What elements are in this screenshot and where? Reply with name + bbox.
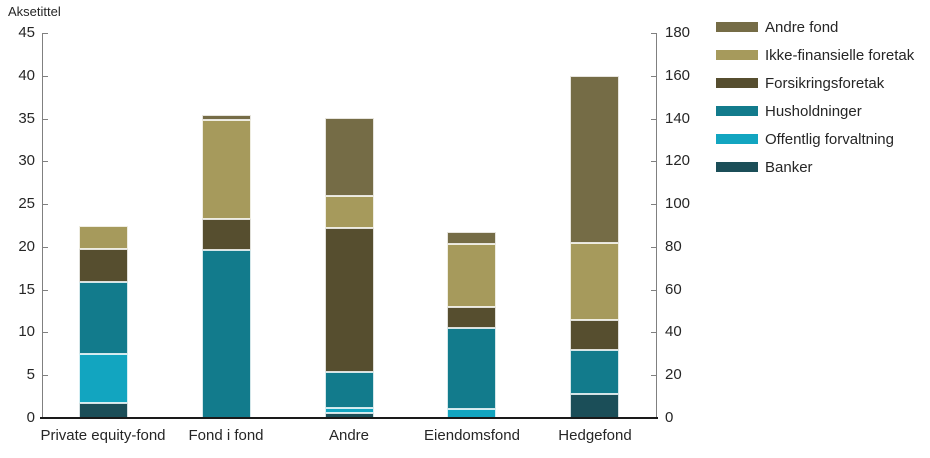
bar-segment (570, 75, 619, 244)
category-label: Fond i fond (188, 427, 264, 444)
legend-item: Ikke-finansielle foretak (716, 41, 914, 69)
left-axis-tick-label: 40 (18, 67, 35, 84)
legend-item: Offentlig forvaltning (716, 125, 914, 153)
legend-label: Forsikringsforetak (765, 74, 885, 92)
bar-segment (79, 225, 128, 249)
legend-swatch-icon (716, 134, 758, 144)
right-axis-tick (651, 290, 656, 291)
right-axis-tick-label: 120 (665, 152, 691, 169)
bar-5 (570, 33, 619, 418)
left-axis-tick (43, 76, 48, 77)
left-axis-tick (43, 119, 48, 120)
bar-segment (202, 250, 251, 418)
legend-swatch-icon (716, 22, 758, 32)
left-axis-tick-label: 45 (18, 24, 35, 41)
right-axis-tick-label: 140 (665, 110, 691, 127)
left-axis-tick-label: 20 (18, 238, 35, 255)
bar-segment (79, 403, 128, 418)
left-axis-tick-label: 30 (18, 152, 35, 169)
legend-item: Husholdninger (716, 97, 914, 125)
bar-segment (447, 306, 496, 329)
bar-segment (447, 328, 496, 409)
left-axis-tick-label: 25 (18, 195, 35, 212)
right-axis-line (656, 33, 657, 418)
legend-label: Ikke-finansielle foretak (765, 46, 915, 64)
right-axis-tick-label: 60 (665, 281, 682, 298)
category-label: Andre (328, 427, 370, 444)
bar-segment (202, 218, 251, 251)
right-axis-tick (651, 119, 656, 120)
right-axis-tick (651, 332, 656, 333)
left-axis-tick (43, 33, 48, 34)
bar-4 (447, 33, 496, 418)
bar-segment (570, 349, 619, 395)
right-axis-tick-label: 0 (665, 409, 674, 426)
bar-segment (325, 195, 374, 229)
bar-segment (325, 117, 374, 196)
bar-segment (325, 407, 374, 413)
left-axis-line (42, 33, 43, 418)
bar-segment (570, 394, 619, 418)
right-axis-tick (651, 76, 656, 77)
legend: Andre fond Ikke-finansielle foretak Forsik… (716, 13, 914, 181)
bar-3 (325, 33, 374, 418)
bar-segment (447, 231, 496, 244)
right-axis-tick-label: 40 (665, 323, 682, 340)
legend-label: Banker (765, 158, 813, 176)
legend-item: Andre fond (716, 13, 914, 41)
right-axis-tick-label: 160 (665, 67, 691, 84)
right-axis-tick (651, 204, 656, 205)
left-axis-tick-label: 5 (26, 366, 35, 383)
legend-label: Husholdninger (765, 102, 862, 120)
bar-segment (79, 248, 128, 282)
left-axis-tick (43, 247, 48, 248)
right-axis-tick (651, 161, 656, 162)
left-axis-title: Aksetittel (8, 4, 61, 19)
bar-segment (79, 353, 128, 404)
bar-segment (79, 282, 128, 354)
right-axis-tick-label: 100 (665, 195, 691, 212)
left-axis-tick (43, 290, 48, 291)
legend-item: Banker (716, 153, 914, 181)
bar-segment (325, 371, 374, 408)
left-axis-tick-label: 15 (18, 281, 35, 298)
right-axis-tick-label: 80 (665, 238, 682, 255)
legend-swatch-icon (716, 78, 758, 88)
right-axis-tick (651, 247, 656, 248)
left-axis-tick-label: 35 (18, 110, 35, 127)
bar-2 (202, 33, 251, 418)
bar-1 (79, 33, 128, 418)
left-axis-tick-label: 10 (18, 323, 35, 340)
legend-swatch-icon (716, 106, 758, 116)
legend-item: Forsikringsforetak (716, 69, 914, 97)
left-axis-tick-label: 0 (26, 409, 35, 426)
legend-swatch-icon (716, 50, 758, 60)
right-axis-tick (651, 33, 656, 34)
right-axis-tick-label: 180 (665, 24, 691, 41)
bar-segment (202, 120, 251, 219)
x-axis-line (40, 417, 658, 419)
left-axis-tick (43, 204, 48, 205)
left-axis-tick (43, 161, 48, 162)
right-axis-tick-label: 20 (665, 366, 682, 383)
bar-segment (570, 243, 619, 320)
category-label: Eiendomsfond (424, 427, 520, 444)
bar-segment (325, 228, 374, 372)
left-axis-tick (43, 332, 48, 333)
category-label: Private equity-fond (40, 427, 166, 444)
bar-segment (570, 319, 619, 350)
legend-swatch-icon (716, 162, 758, 172)
category-label: Hedgefond (558, 427, 632, 444)
left-axis-tick (43, 375, 48, 376)
legend-label: Andre fond (765, 18, 839, 36)
right-axis-tick (651, 375, 656, 376)
legend-label: Offentlig forvaltning (765, 130, 894, 148)
bar-segment (202, 115, 251, 121)
bar-segment (447, 243, 496, 307)
